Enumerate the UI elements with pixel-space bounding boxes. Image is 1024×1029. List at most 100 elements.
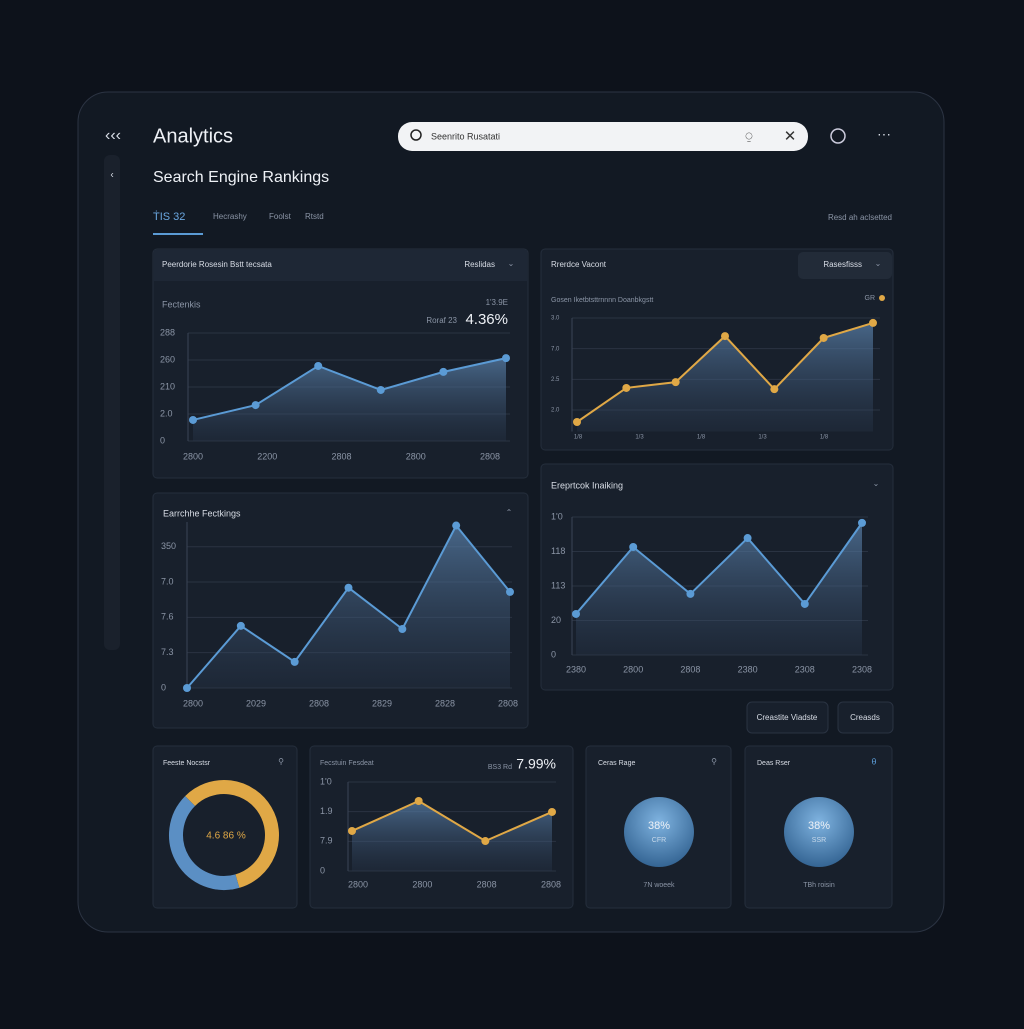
tab[interactable]: Hecrashy bbox=[213, 212, 247, 221]
line bbox=[192, 357, 507, 421]
tab[interactable]: Foolst bbox=[269, 212, 292, 221]
button-label[interactable]: Creastite Viadste bbox=[757, 713, 818, 722]
panel-title: Ereprtcok Inaiking bbox=[551, 480, 623, 490]
point bbox=[686, 589, 695, 598]
x-tick-label: 2800 bbox=[348, 879, 368, 889]
x-tick-label: 1/8 bbox=[574, 435, 583, 441]
point bbox=[622, 383, 631, 392]
card-icon[interactable]: ⍬ bbox=[871, 756, 876, 766]
x-tick-label: 2829 bbox=[372, 698, 392, 708]
area bbox=[576, 522, 862, 655]
x-tick-label: 2808 bbox=[331, 451, 351, 461]
panel-title: Earrchhe Fectkings bbox=[163, 508, 241, 518]
point bbox=[572, 609, 580, 618]
x-tick-label: 2308 bbox=[795, 664, 815, 674]
area bbox=[577, 322, 873, 432]
x-tick-label: 2808 bbox=[480, 451, 500, 461]
card-sub: CFR bbox=[652, 837, 666, 844]
stat: 7.99% bbox=[516, 756, 556, 772]
point bbox=[573, 417, 581, 426]
point bbox=[398, 625, 407, 634]
scroll-arrow[interactable]: ‹ bbox=[110, 170, 113, 181]
panel-icon[interactable]: ⚲ bbox=[278, 757, 284, 766]
y-tick-label: 20 bbox=[551, 615, 561, 625]
search-box[interactable] bbox=[398, 122, 808, 151]
chevron[interactable]: ⌄ bbox=[508, 259, 515, 268]
x-tick-label: 2828 bbox=[435, 698, 455, 708]
button[interactable] bbox=[837, 701, 894, 734]
x-tick-label: 2808 bbox=[498, 698, 518, 708]
area bbox=[352, 800, 552, 871]
chevron[interactable]: ⌄ bbox=[875, 259, 882, 268]
y-tick-label: 7.3 bbox=[161, 647, 174, 657]
point bbox=[314, 361, 323, 370]
y-tick-label: 0 bbox=[320, 865, 325, 875]
dropdown[interactable]: Reslidas bbox=[464, 260, 495, 269]
y-tick-label: 2.0 bbox=[160, 408, 173, 418]
y-tick-label: 1'0 bbox=[320, 776, 332, 786]
point bbox=[858, 518, 866, 527]
point bbox=[800, 599, 809, 608]
subtitle: Search Engine Rankings bbox=[153, 169, 329, 186]
metric-circle bbox=[624, 797, 694, 867]
panel-title: Feeste Nocstsr bbox=[163, 760, 211, 767]
panel-title: Rrerdce Vacont bbox=[551, 260, 607, 269]
x-tick-label: 2200 bbox=[257, 451, 277, 461]
point bbox=[481, 837, 490, 846]
area bbox=[193, 358, 506, 441]
card-sub: SSR bbox=[812, 837, 826, 844]
y-tick-label: 210 bbox=[160, 381, 175, 391]
stat-label: BS3 Rd bbox=[488, 764, 512, 771]
panel-title: Peerdorie Rosesin Bstt tecsata bbox=[162, 260, 272, 269]
button[interactable] bbox=[746, 701, 829, 734]
card-title: Deas Rser bbox=[757, 760, 791, 767]
area bbox=[187, 525, 510, 688]
x-tick-label: 2808 bbox=[477, 879, 497, 889]
y-tick-label: 7.6 bbox=[161, 612, 174, 622]
y-tick-label: 1.9 bbox=[320, 806, 333, 816]
caption: Fectenkis bbox=[162, 299, 201, 309]
card-value: 38% bbox=[808, 820, 830, 832]
clear-icon[interactable]: ✕ bbox=[784, 128, 797, 145]
x-tick-label: 1/3 bbox=[758, 435, 767, 441]
point bbox=[502, 354, 510, 363]
dropdown[interactable]: Rasesfisss bbox=[823, 260, 862, 269]
y-tick-label: 113 bbox=[551, 580, 565, 590]
point bbox=[376, 385, 385, 394]
y-tick-label: 2.0 bbox=[551, 408, 560, 414]
y-tick-label: 118 bbox=[551, 546, 565, 556]
y-tick-label: 1'0 bbox=[551, 511, 563, 521]
card-icon[interactable]: ⚲ bbox=[711, 757, 717, 766]
donut-segment bbox=[185, 780, 279, 888]
search-text: Seenrito Rusatati bbox=[431, 131, 500, 141]
x-tick-label: 2808 bbox=[541, 879, 561, 889]
mic-icon[interactable]: ⍜ bbox=[745, 129, 752, 143]
dropdown-box[interactable] bbox=[798, 252, 892, 279]
card-value: 38% bbox=[648, 820, 670, 832]
chevron[interactable]: ⌄ bbox=[873, 479, 880, 488]
button-label[interactable]: Creasds bbox=[850, 713, 880, 722]
point bbox=[290, 657, 299, 666]
panel-icon[interactable]: ⌃ bbox=[506, 508, 513, 517]
tab[interactable]: ṪIS 32 bbox=[153, 210, 185, 223]
point bbox=[183, 684, 191, 692]
point bbox=[414, 796, 423, 805]
x-tick-label: 2800 bbox=[412, 879, 432, 889]
point bbox=[819, 333, 828, 342]
help-icon[interactable] bbox=[830, 128, 846, 144]
point bbox=[548, 807, 556, 816]
x-tick-label: 2808 bbox=[309, 698, 329, 708]
back-button[interactable]: ‹‹‹ bbox=[105, 127, 121, 144]
tab-note: Resd ah aclsetted bbox=[828, 213, 892, 222]
scrollbar[interactable] bbox=[104, 155, 120, 650]
x-tick-label: 1/8 bbox=[820, 435, 829, 441]
stat-label: Roraf 23 bbox=[426, 316, 457, 325]
point bbox=[506, 587, 514, 596]
x-tick-label: 2808 bbox=[680, 664, 700, 674]
tab[interactable]: Rtstd bbox=[305, 212, 324, 221]
x-tick-label: 1/3 bbox=[635, 435, 644, 441]
line bbox=[575, 522, 863, 615]
point bbox=[452, 521, 461, 530]
more-icon[interactable]: ··· bbox=[877, 126, 891, 142]
